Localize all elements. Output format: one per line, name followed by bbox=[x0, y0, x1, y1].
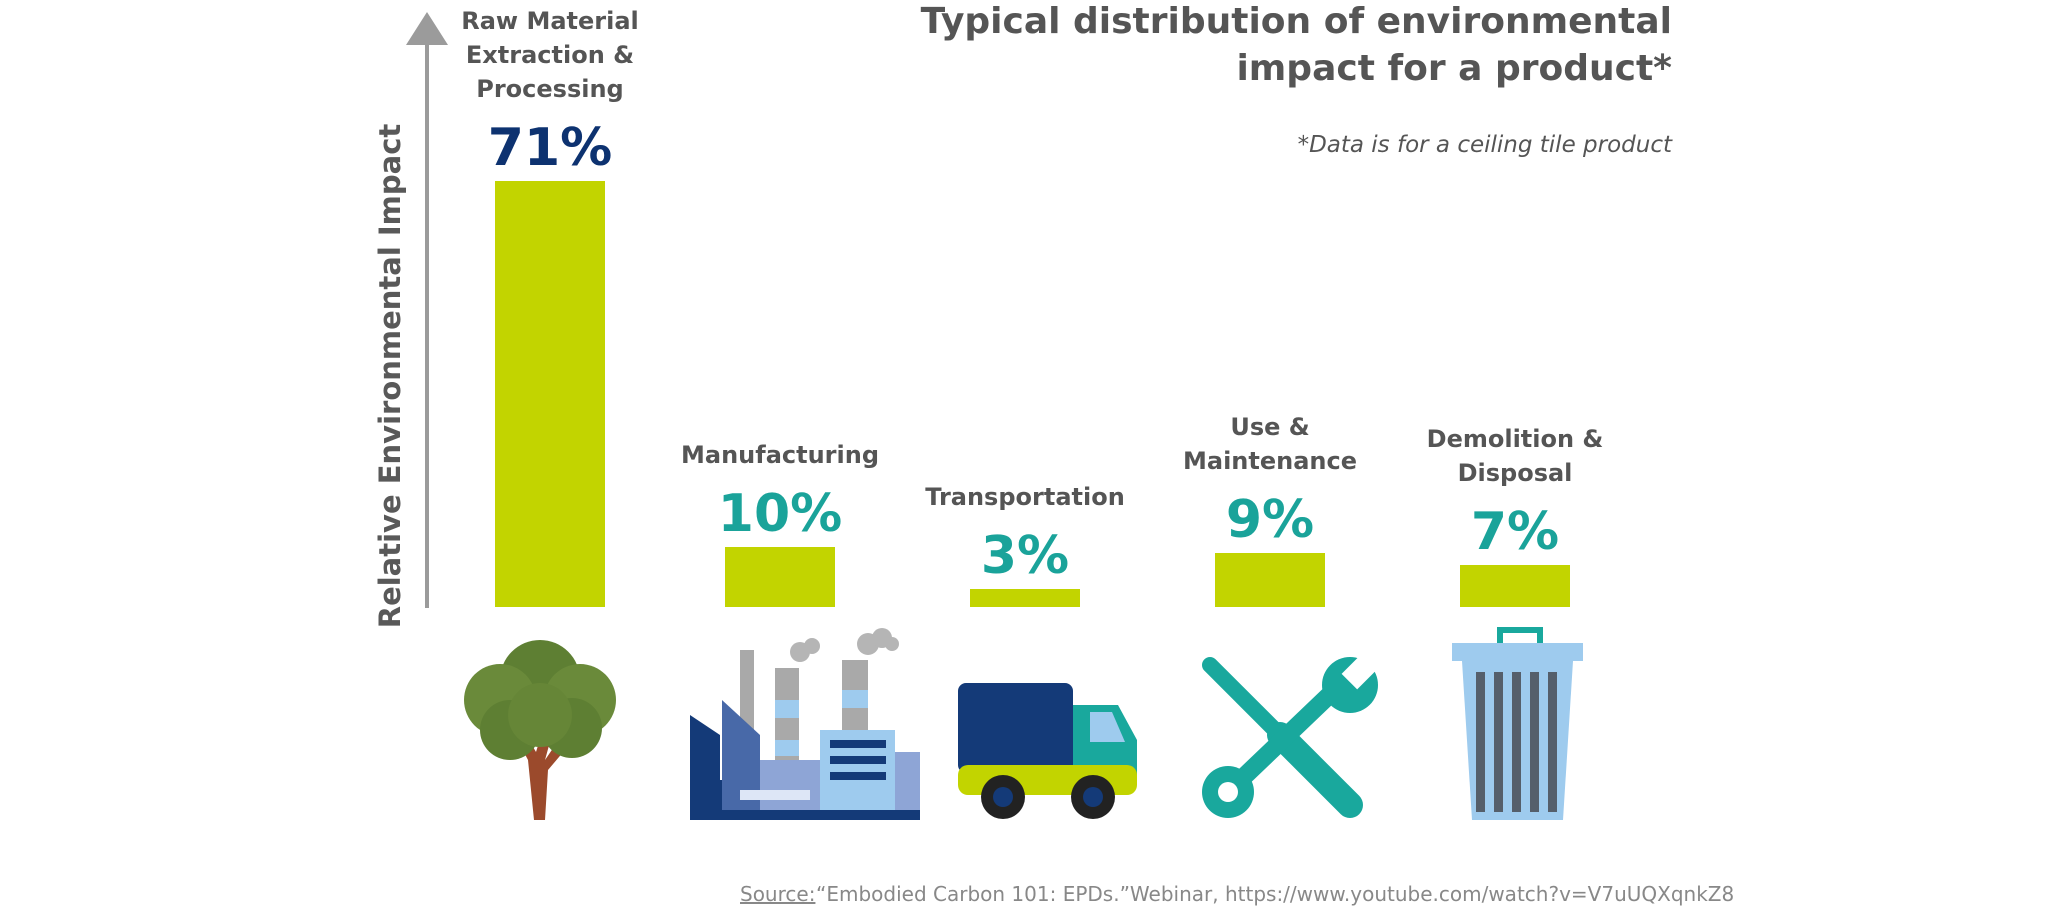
y-axis-label: Relative Environmental Impact bbox=[373, 124, 407, 629]
value-label-0: 71% bbox=[488, 118, 612, 178]
category-label-1-line-0: Manufacturing bbox=[681, 441, 879, 469]
source-prefix: Source: bbox=[740, 882, 815, 906]
truck-icon bbox=[958, 683, 1137, 819]
category-label-3-line-0: Use & bbox=[1230, 413, 1309, 441]
factory-icon bbox=[690, 628, 920, 820]
category-label-0-line-1: Extraction & bbox=[466, 41, 634, 69]
trash-can-icon bbox=[1452, 627, 1583, 820]
value-label-3: 9% bbox=[1226, 490, 1314, 550]
category-label-0-line-2: Processing bbox=[476, 75, 623, 103]
category-label-4-line-0: Demolition & bbox=[1427, 425, 1604, 453]
bar-3 bbox=[1215, 553, 1325, 607]
bar-1 bbox=[725, 547, 835, 607]
value-label-1: 10% bbox=[718, 484, 842, 544]
chart-subtitle: *Data is for a ceiling tile product bbox=[1298, 132, 1673, 158]
category-label-2-line-0: Transportation bbox=[925, 483, 1125, 511]
bar-0 bbox=[495, 181, 605, 607]
tree-icon bbox=[464, 640, 616, 820]
value-label-2: 3% bbox=[981, 526, 1069, 586]
source-text: “Embodied Carbon 101: EPDs.”Webinar, htt… bbox=[816, 882, 1734, 906]
y-axis-arrowhead bbox=[406, 12, 448, 45]
chart-title-line-1: Typical distribution of environmental bbox=[921, 1, 1672, 42]
bars-layer: 71% Raw Material Extraction & Processing 10%… bbox=[461, 7, 1603, 607]
chart-title-line-2: impact for a product* bbox=[1236, 48, 1672, 89]
value-label-4: 7% bbox=[1471, 502, 1559, 562]
category-label-4-line-1: Disposal bbox=[1458, 459, 1573, 487]
bar-2 bbox=[970, 589, 1080, 607]
category-label-3-line-1: Maintenance bbox=[1183, 447, 1357, 475]
category-label-0-line-0: Raw Material bbox=[461, 7, 639, 35]
tools-icon bbox=[1202, 652, 1379, 818]
bar-4 bbox=[1460, 565, 1570, 607]
